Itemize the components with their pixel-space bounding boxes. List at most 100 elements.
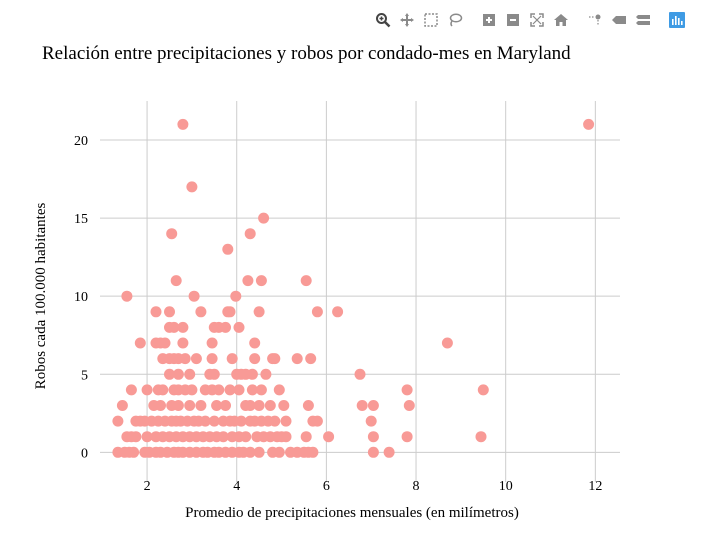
- data-point[interactable]: [233, 321, 245, 333]
- data-point[interactable]: [188, 290, 200, 302]
- data-point[interactable]: [401, 384, 413, 396]
- data-point[interactable]: [383, 446, 395, 458]
- data-point[interactable]: [255, 275, 267, 287]
- data-point[interactable]: [141, 384, 153, 396]
- data-point[interactable]: [186, 384, 198, 396]
- data-point[interactable]: [177, 321, 189, 333]
- data-point[interactable]: [477, 384, 489, 396]
- data-point[interactable]: [269, 353, 281, 365]
- data-point[interactable]: [365, 415, 377, 427]
- data-point[interactable]: [184, 400, 196, 411]
- data-point[interactable]: [441, 337, 453, 349]
- data-point[interactable]: [302, 400, 314, 411]
- data-point[interactable]: [273, 384, 285, 396]
- data-point[interactable]: [222, 243, 234, 255]
- data-point[interactable]: [583, 118, 595, 130]
- data-point[interactable]: [311, 306, 323, 318]
- data-point[interactable]: [226, 353, 238, 365]
- data-point[interactable]: [253, 400, 265, 411]
- data-point[interactable]: [186, 181, 198, 193]
- data-point[interactable]: [184, 368, 196, 380]
- data-point[interactable]: [280, 431, 292, 443]
- data-point[interactable]: [244, 400, 256, 411]
- data-point[interactable]: [401, 431, 413, 443]
- data-point[interactable]: [260, 368, 272, 380]
- data-point[interactable]: [246, 384, 258, 396]
- data-point[interactable]: [300, 275, 312, 287]
- data-point[interactable]: [273, 446, 285, 458]
- data-point[interactable]: [157, 384, 169, 396]
- data-point[interactable]: [255, 384, 267, 396]
- data-point[interactable]: [211, 400, 223, 411]
- data-point[interactable]: [168, 321, 180, 333]
- lasso-select-icon[interactable]: [445, 10, 465, 30]
- spike-lines-icon[interactable]: [585, 10, 605, 30]
- data-point[interactable]: [195, 306, 207, 318]
- data-point[interactable]: [258, 212, 270, 224]
- data-point[interactable]: [208, 368, 220, 380]
- data-point[interactable]: [311, 415, 323, 427]
- data-point[interactable]: [206, 337, 218, 349]
- data-point[interactable]: [164, 306, 175, 318]
- data-point[interactable]: [199, 415, 211, 427]
- data-point[interactable]: [280, 415, 292, 427]
- pan-icon[interactable]: [397, 10, 417, 30]
- data-point[interactable]: [121, 290, 133, 302]
- zoom-out-icon[interactable]: [503, 10, 523, 30]
- data-point[interactable]: [300, 431, 312, 443]
- data-point[interactable]: [125, 384, 137, 396]
- box-select-icon[interactable]: [421, 10, 441, 30]
- data-point[interactable]: [367, 431, 379, 443]
- data-point[interactable]: [253, 306, 265, 318]
- data-point[interactable]: [323, 431, 335, 443]
- data-point[interactable]: [403, 400, 415, 411]
- data-point[interactable]: [249, 353, 261, 365]
- data-point[interactable]: [159, 337, 171, 349]
- zoom-in-icon[interactable]: [479, 10, 499, 30]
- data-point[interactable]: [305, 353, 317, 365]
- data-point[interactable]: [116, 400, 128, 411]
- data-point[interactable]: [269, 415, 281, 427]
- data-point[interactable]: [177, 337, 189, 349]
- zoom-icon[interactable]: [373, 10, 393, 30]
- data-point[interactable]: [172, 368, 184, 380]
- data-point[interactable]: [164, 368, 175, 380]
- data-point[interactable]: [217, 431, 229, 443]
- data-point[interactable]: [475, 431, 487, 443]
- data-point[interactable]: [354, 368, 366, 380]
- data-point[interactable]: [166, 228, 178, 240]
- data-point[interactable]: [172, 400, 184, 411]
- data-point[interactable]: [130, 431, 142, 443]
- data-point[interactable]: [246, 368, 258, 380]
- data-point[interactable]: [240, 431, 252, 443]
- data-point[interactable]: [249, 337, 261, 349]
- hover-compare-icon[interactable]: [633, 10, 653, 30]
- autoscale-icon[interactable]: [527, 10, 547, 30]
- data-point[interactable]: [278, 400, 290, 411]
- data-point[interactable]: [220, 321, 231, 333]
- data-point[interactable]: [179, 353, 191, 365]
- data-point[interactable]: [233, 384, 245, 396]
- data-points[interactable]: [112, 118, 595, 458]
- data-point[interactable]: [332, 306, 344, 318]
- data-point[interactable]: [128, 446, 140, 458]
- data-point[interactable]: [155, 400, 166, 411]
- data-point[interactable]: [170, 275, 182, 287]
- data-point[interactable]: [150, 306, 162, 318]
- data-point[interactable]: [244, 446, 256, 458]
- data-point[interactable]: [242, 275, 254, 287]
- plotly-logo-icon[interactable]: [667, 10, 687, 30]
- data-point[interactable]: [367, 446, 379, 458]
- data-point[interactable]: [235, 415, 247, 427]
- hover-closest-icon[interactable]: [609, 10, 629, 30]
- data-point[interactable]: [195, 400, 207, 411]
- data-point[interactable]: [224, 306, 236, 318]
- data-point[interactable]: [112, 415, 124, 427]
- data-point[interactable]: [356, 400, 368, 411]
- data-point[interactable]: [291, 353, 303, 365]
- data-point[interactable]: [141, 431, 153, 443]
- data-point[interactable]: [134, 337, 146, 349]
- data-point[interactable]: [224, 384, 236, 396]
- data-point[interactable]: [190, 353, 202, 365]
- data-point[interactable]: [220, 400, 231, 411]
